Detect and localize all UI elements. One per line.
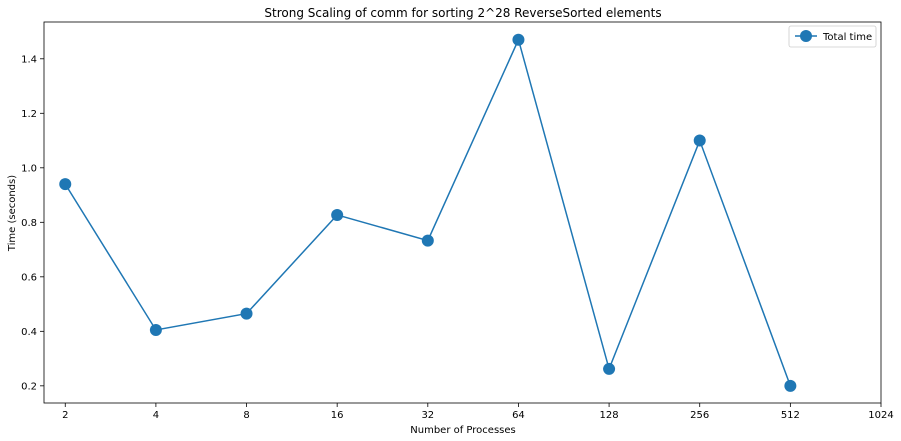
data-point: [331, 208, 344, 221]
x-tick-label: 4: [153, 410, 159, 421]
y-axis-label: Time (seconds): [7, 175, 18, 252]
y-tick-label: 0.4: [21, 327, 37, 338]
x-tick-label: 2: [62, 410, 68, 421]
data-point: [240, 307, 253, 320]
data-point: [149, 323, 162, 336]
y-tick-label: 1.4: [21, 54, 37, 65]
legend-marker: [800, 30, 812, 42]
series-layer: [59, 33, 797, 392]
plot-area: [43, 21, 882, 404]
data-point: [421, 234, 434, 247]
x-tick-label: 256: [690, 410, 709, 421]
x-tick-label: 16: [331, 410, 344, 421]
y-tick-label: 0.6: [21, 272, 37, 283]
y-tick-label: 0.2: [21, 381, 37, 392]
x-tick-label: 128: [600, 410, 619, 421]
x-tick-label: 32: [421, 410, 434, 421]
legend: Total time: [788, 25, 877, 48]
data-point: [693, 134, 706, 147]
legend-label: Total time: [822, 32, 872, 43]
data-point: [512, 33, 525, 46]
y-tick-label: 1.2: [21, 109, 37, 120]
x-tick-label: 512: [781, 410, 800, 421]
x-axis: 2 4 8 16 32 64 128 256 512 1024: [62, 403, 894, 421]
x-tick-label: 8: [243, 410, 249, 421]
x-tick-label: 64: [512, 410, 525, 421]
chart-title: Strong Scaling of comm for sorting 2^28 …: [264, 6, 661, 20]
data-point: [784, 379, 797, 392]
y-axis: 0.2 0.4 0.6 0.8 1.0 1.2 1.4: [21, 54, 44, 392]
data-point: [59, 178, 72, 191]
data-point: [603, 362, 616, 375]
x-tick-label: 1024: [868, 410, 893, 421]
legend-frame: [788, 25, 877, 48]
y-tick-label: 0.8: [21, 218, 37, 229]
x-axis-label: Number of Processes: [410, 425, 515, 436]
y-tick-label: 1.0: [21, 163, 37, 174]
